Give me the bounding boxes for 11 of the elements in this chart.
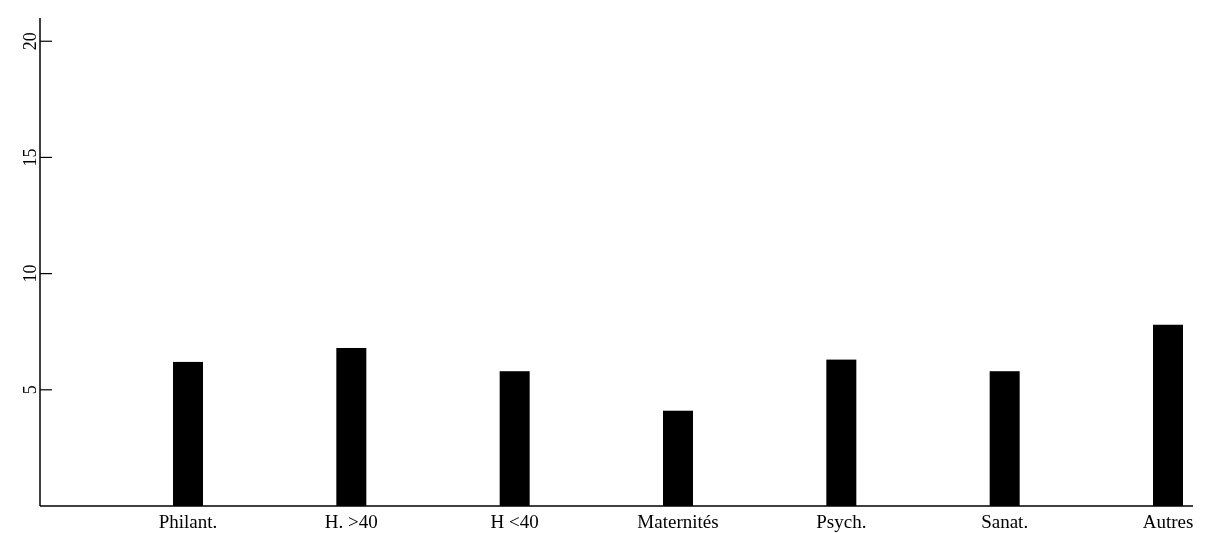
x-tick-label: Autres <box>1142 511 1194 532</box>
x-tick-label: Sanat. <box>981 511 1029 532</box>
y-tick-label: 10 <box>20 264 40 283</box>
y-tick-label: 15 <box>20 148 40 167</box>
x-tick-label: Maternités <box>637 511 719 532</box>
y-tick-label: 20 <box>20 32 40 51</box>
y-tick-label: 5 <box>20 385 40 395</box>
x-tick-label: H. >40 <box>324 511 378 532</box>
x-tick-label: Psych. <box>816 511 867 532</box>
x-tick-label: H <40 <box>490 511 539 532</box>
x-tick-label: Philant. <box>158 511 218 532</box>
